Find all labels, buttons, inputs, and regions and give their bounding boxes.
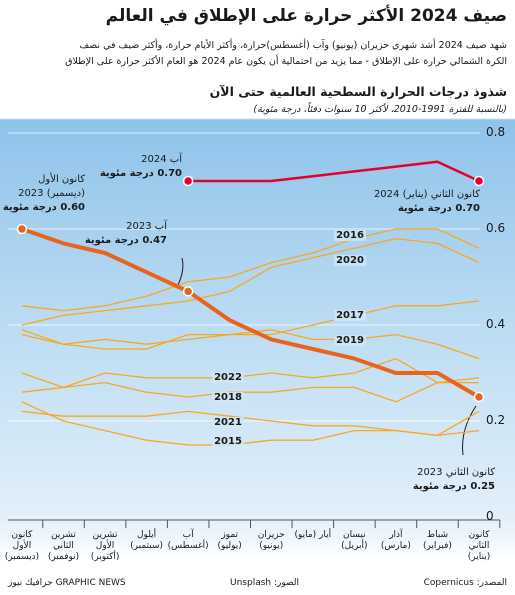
series-label: 2017 — [336, 310, 364, 321]
subtitle: شهد صيف 2024 أشد شهري حزيران (يونيو) وآب… — [79, 40, 507, 51]
chart-title: شذوذ درجات الحرارة السطحية العالمية حتى … — [209, 84, 507, 99]
x-tick-label: حزيران (يونيو) — [257, 530, 285, 551]
label-bg — [212, 417, 244, 428]
title: صيف 2024 الأكثر حرارة على الإطلاق في الع… — [105, 6, 507, 26]
label-bg — [212, 392, 244, 403]
series-line — [21, 401, 480, 446]
y-tick-label: 0.8 — [486, 125, 506, 139]
annotation-value: 0.25 درجة مئوية — [412, 481, 495, 492]
x-tick-label: كانون الأول (ديسمبر) — [4, 530, 40, 562]
series-line — [21, 377, 480, 403]
end-dot — [473, 175, 485, 187]
annotation-value: 0.70 درجة مئوية — [397, 203, 480, 214]
y-tick-label: 0 — [486, 509, 494, 523]
series-line — [21, 357, 479, 389]
subtitle: الكرة الشمالي حرارة على الإطلاق - مما يز… — [65, 56, 507, 67]
label-bg — [334, 255, 366, 266]
label-bg — [334, 310, 366, 321]
series-line — [21, 227, 481, 399]
annotation-title: كانون الثاني 2023 — [417, 467, 495, 478]
x-tick-label: آب (أغسطس) — [167, 530, 209, 551]
series-line — [21, 237, 480, 326]
end-dot — [473, 391, 485, 403]
label-bg — [212, 436, 244, 447]
point-dot — [182, 286, 194, 297]
annotation-value: 0.60 درجة مئوية — [2, 202, 85, 213]
x-tick-label: تشرين الثاني (نوفمبر) — [47, 530, 80, 562]
arrow — [462, 405, 477, 456]
annotation: كانون الثاني 2023 0.25 درجة مئوية — [413, 466, 495, 494]
annotation-value: 0.47 درجة مئوية — [84, 235, 167, 246]
series-label: 2022 — [214, 372, 242, 383]
series-label: 2021 — [214, 417, 242, 428]
annotation: كانون الأول (ديسمبر) 2023 0.60 درجة مئوية — [0, 173, 85, 215]
x-tick-label: نيسان (أبريل) — [341, 530, 368, 551]
series-label: 2015 — [214, 436, 242, 447]
arrow — [177, 257, 184, 286]
annotation: كانون الثاني (يناير) 2024 0.70 درجة مئوية — [374, 188, 480, 216]
y-tick-label: 0.4 — [486, 317, 506, 331]
label-bg — [334, 335, 366, 346]
x-tick-label: شباط (فبراير) — [422, 530, 452, 551]
annotation-value: 0.70 درجة مئوية — [99, 168, 182, 179]
label-bg — [334, 230, 366, 241]
series-label: 2016 — [336, 230, 364, 241]
x-tick-label: تموز (يوليو) — [217, 530, 242, 551]
series-line — [21, 228, 480, 312]
end-dot — [16, 223, 28, 235]
chart-subtitle: (بالنسبة للفترة 1991-2010، لأكثر 10 سنوا… — [253, 104, 507, 115]
footer-source: المصدر: Copernicus — [423, 578, 507, 588]
series-label: 2018 — [214, 392, 242, 403]
series-label: 2020 — [336, 255, 364, 266]
arrows — [8, 257, 500, 521]
x-tick-label: كانون الثاني (يناير) — [467, 530, 491, 562]
annotation: آب 2023 0.47 درجة مئوية — [85, 220, 167, 248]
x-tick-label: تشرين الأول (أكتوبر) — [90, 530, 120, 562]
x-tick-label: آذار (مارس) — [380, 530, 411, 551]
x-tick-label: أيلول (سبتمبر) — [130, 530, 164, 551]
annotation-title: آب 2023 — [126, 221, 167, 232]
y-tick-label: 0.6 — [486, 221, 506, 235]
y-tick-label: 0.2 — [486, 413, 506, 427]
footer-photos: الصور: Unsplash — [230, 578, 300, 588]
series-line — [21, 300, 480, 345]
label-bg — [212, 372, 244, 383]
footer-brand: GRAPHIC NEWS جرافيك نيوز — [8, 578, 126, 588]
annotation-title: آب 2024 — [141, 154, 182, 165]
annotation-title: كانون الأول (ديسمبر) 2023 — [18, 174, 85, 199]
annotation: آب 2024 0.70 درجة مئوية — [100, 153, 182, 181]
series-line — [21, 329, 480, 360]
series-line — [188, 160, 480, 183]
annotation-title: كانون الثاني (يناير) 2024 — [373, 189, 480, 200]
x-tick-label: أيار (مايو) — [294, 530, 332, 540]
series-label: 2019 — [336, 335, 364, 346]
end-dot — [182, 175, 194, 187]
